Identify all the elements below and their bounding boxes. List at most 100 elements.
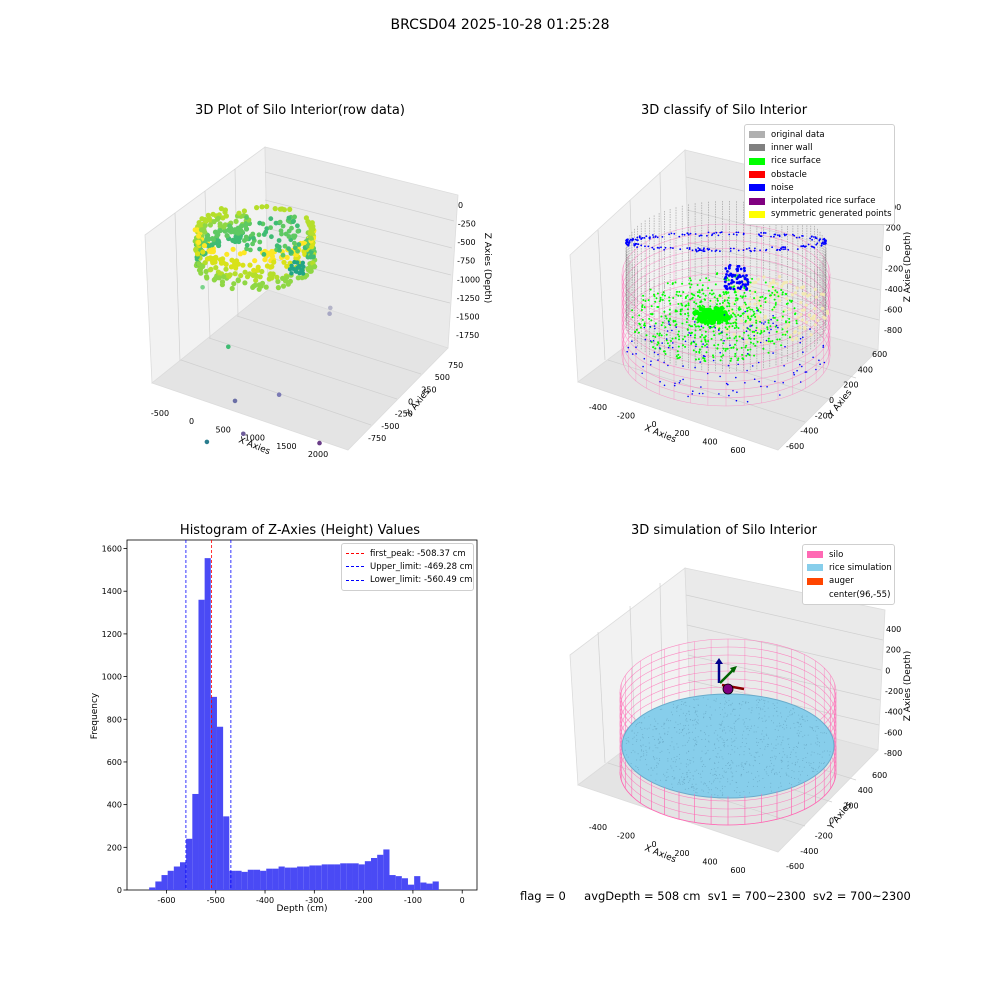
plot4-x-tick: 400	[702, 857, 717, 866]
histogram-bar	[173, 866, 180, 890]
histogram-bar	[352, 863, 359, 890]
plot1-y-tick: -750	[368, 434, 386, 443]
histogram-legend-entry: Upper_limit: -469.28 cm	[346, 560, 473, 573]
plot4-legend-label: rice simulation	[829, 562, 892, 573]
plot1-outlier-point	[232, 398, 238, 404]
plot1-zlabel: Z Axies (Depth)	[482, 233, 492, 304]
plot2-x-tick: 0	[651, 420, 656, 429]
plot2-legend-entry: interpolated rice surface	[749, 194, 890, 207]
histogram-bars	[149, 558, 439, 890]
histogram-bar	[192, 793, 199, 890]
histogram-bar	[241, 871, 248, 890]
histogram-bar	[266, 868, 273, 890]
histogram-y-tick: 1000	[102, 673, 122, 682]
histogram-bar	[327, 864, 335, 890]
histogram-bar	[346, 863, 353, 890]
histogram-bar	[383, 849, 390, 890]
plot4-y-tick: 200	[843, 801, 858, 810]
plot4-legend-entry: silo	[807, 548, 890, 561]
histogram-y-tick: 600	[107, 758, 122, 767]
histogram-legend-entry: first_peak: -508.37 cm	[346, 547, 469, 560]
histogram-y-tick: 1400	[102, 587, 122, 596]
plot1-z-tick: -1000	[457, 275, 480, 284]
plot1-x-tick: 1000	[245, 434, 265, 443]
plot4-x-tick: 0	[651, 840, 656, 849]
plot2-legend-swatch	[749, 197, 765, 205]
status-footer: flag = 0 avgDepth = 508 cm sv1 = 700~230…	[520, 889, 911, 903]
plot2-legend-label: noise	[771, 182, 794, 193]
plot2-z-tick: -200	[885, 265, 903, 274]
histogram-x-tick: -500	[207, 896, 225, 905]
plot1-y-tick: 0	[408, 398, 413, 407]
histogram-bar	[149, 887, 156, 890]
plot2-legend-entry: rice surface	[749, 155, 890, 168]
histogram-bar	[321, 864, 328, 890]
histogram-bar	[371, 857, 378, 890]
plot4-legend-label: center(96,-55)	[829, 589, 891, 600]
plot2-silo-wireframe	[621, 223, 831, 407]
plot4-y-tick: -400	[800, 847, 818, 856]
flag-text: flag = 0	[520, 889, 566, 903]
histogram-bar	[229, 870, 236, 890]
plot2-z-tick: -800	[884, 326, 902, 335]
plot1-outlier-point	[241, 431, 246, 437]
histogram-bar	[364, 861, 372, 890]
histogram-bar	[278, 866, 285, 890]
plot2-x-tick: -400	[589, 403, 607, 412]
plot2-y-tick: 200	[843, 381, 858, 390]
histogram-bar	[358, 864, 365, 890]
plot1-outlier-point	[200, 285, 205, 290]
histogram-x-tick: 0	[460, 896, 465, 905]
histogram-bar	[340, 863, 347, 890]
plot1-outlier-point	[204, 439, 210, 445]
histogram-legend-swatch	[346, 553, 364, 555]
plot1-y-tick: 750	[448, 361, 463, 370]
plot1-y-tick: 250	[421, 385, 436, 394]
histogram-bar	[204, 558, 211, 890]
histogram-bar	[186, 838, 193, 890]
histogram-y-tick: 0	[117, 886, 122, 895]
plot4-zlabel: Z Axies (Depth)	[903, 651, 913, 722]
histogram-bar	[167, 870, 174, 890]
histogram-title: Histogram of Z-Axies (Height) Values	[179, 523, 421, 538]
plot4-y-tick: -600	[786, 862, 804, 871]
histogram-legend-entry: Lower_limit: -560.49 cm	[346, 574, 473, 587]
plot4-z-tick: 0	[885, 666, 890, 675]
histogram-legend-label: Lower_limit: -560.49 cm	[370, 575, 473, 586]
histogram-chart: -600 -500 -400 -300 -200 -100 0 0 200 400 600 800 1…	[90, 539, 478, 914]
plot4-z-tick: -400	[885, 708, 903, 717]
histogram-bar	[407, 884, 415, 890]
plot4-x-tick: -200	[617, 832, 635, 841]
plot2-y-tick: -200	[815, 411, 833, 420]
histogram-y-tick: 800	[107, 715, 122, 724]
histogram-legend: first_peak: -508.37 cm Upper_limit: -469.…	[341, 543, 474, 591]
plot4-x-tick: 600	[730, 866, 745, 875]
histogram-bar	[198, 599, 205, 890]
plot4-y-tick: -200	[815, 832, 833, 841]
histogram-bar	[155, 881, 162, 890]
plot1-outlier-points	[200, 285, 333, 446]
plot2-legend-entry: symmetric generated points	[749, 208, 892, 221]
plot4-y-tick: 600	[872, 771, 887, 780]
plot4-legend-label: auger	[829, 576, 854, 587]
histogram-xlabel: Depth (cm)	[276, 904, 327, 914]
plot2-y-tick: -600	[786, 442, 804, 451]
plot4-x-tick: -400	[589, 823, 607, 832]
plot1-raw-3d: -500 0 500 1000 1500 2000 750 500 250 0 -250 -500 -…	[144, 146, 492, 459]
histogram-x-tick: -600	[157, 896, 175, 905]
plot4-xlabel: X Axies	[643, 844, 678, 866]
plot2-legend-swatch	[749, 144, 765, 152]
plot2-x-tick: 200	[674, 429, 689, 438]
histogram-bar	[210, 696, 217, 890]
plot1-outlier-point	[276, 392, 282, 398]
plot1-outlier-point	[327, 311, 332, 316]
sv1-text: sv1 = 700~2300	[707, 889, 806, 903]
plot2-x-tick: 600	[730, 446, 745, 455]
plot2-legend-label: inner wall	[771, 142, 813, 153]
plot4-y-tick: 0	[829, 817, 834, 826]
plot2-xlabel: X Axies	[643, 424, 678, 446]
plot2-y-tick: 400	[858, 365, 873, 374]
histogram-bar	[253, 869, 261, 890]
plot2-y-tick: 0	[829, 396, 834, 405]
plot4-legend-label: silo	[829, 549, 844, 560]
